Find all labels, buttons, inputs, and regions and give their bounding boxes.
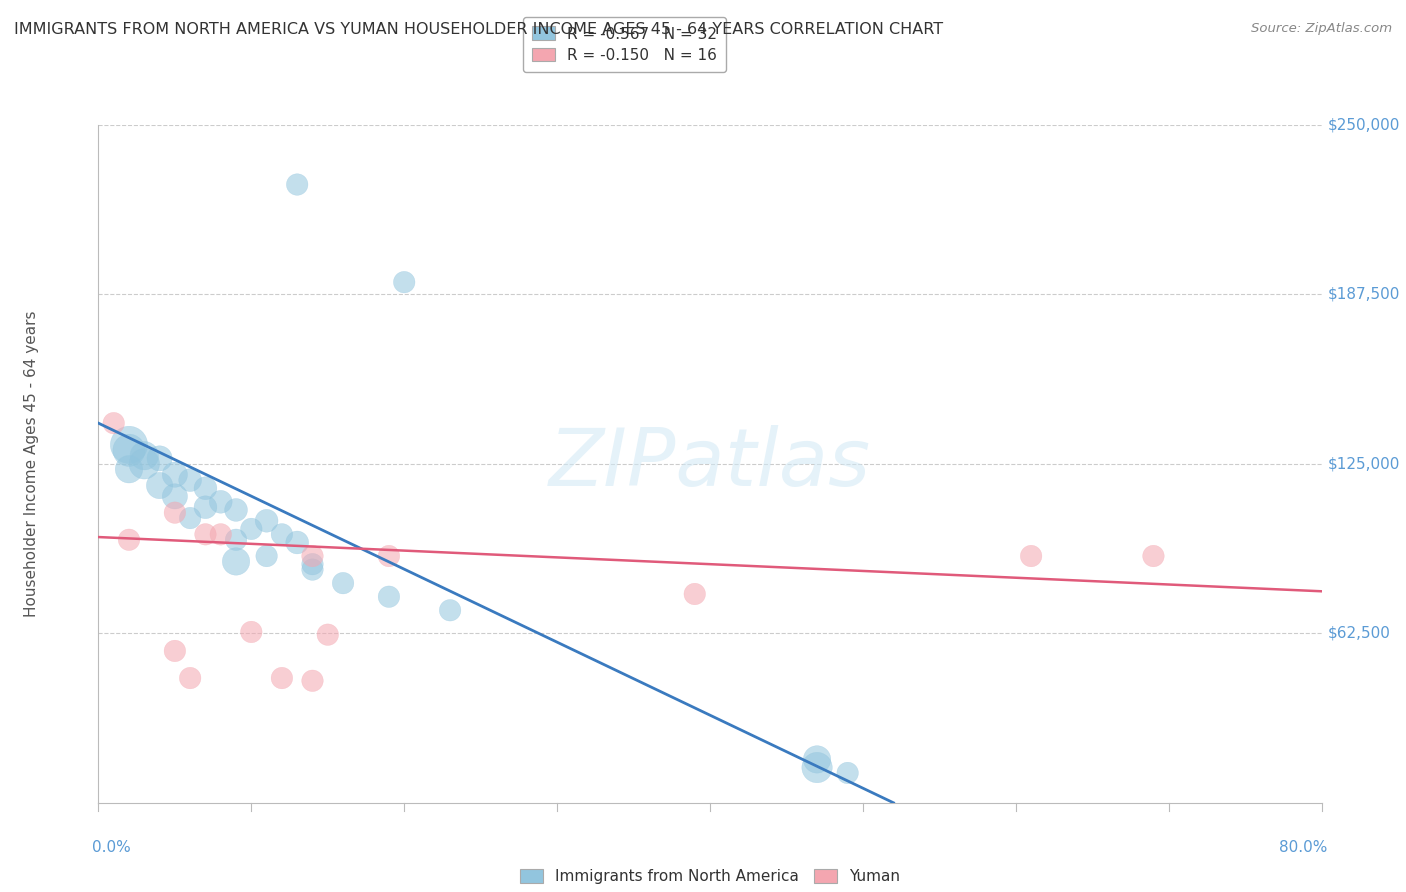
Legend: Immigrants from North America, Yuman: Immigrants from North America, Yuman [513, 863, 907, 890]
Point [256, 514, 278, 528]
Point [316, 628, 339, 642]
Text: $187,500: $187,500 [1327, 287, 1400, 301]
Text: 0.0%: 0.0% [93, 840, 131, 855]
Text: Source: ZipAtlas.com: Source: ZipAtlas.com [1251, 22, 1392, 36]
Point [683, 587, 706, 601]
Point [163, 489, 186, 503]
Point [103, 416, 125, 430]
Point [194, 527, 217, 541]
Text: Householder Income Ages 45 - 64 years: Householder Income Ages 45 - 64 years [24, 310, 38, 617]
Text: $250,000: $250,000 [1327, 118, 1400, 132]
Point [194, 500, 217, 515]
Point [194, 481, 217, 495]
Point [301, 563, 323, 577]
Point [163, 506, 186, 520]
Point [439, 603, 461, 617]
Point [163, 467, 186, 482]
Point [134, 449, 156, 463]
Point [163, 644, 186, 658]
Point [118, 443, 141, 458]
Text: ZIPatlas: ZIPatlas [548, 425, 872, 503]
Point [256, 549, 278, 563]
Text: 80.0%: 80.0% [1279, 840, 1327, 855]
Point [240, 624, 263, 639]
Point [179, 671, 201, 685]
Point [179, 473, 201, 487]
Text: $125,000: $125,000 [1327, 457, 1400, 471]
Point [149, 451, 172, 466]
Point [225, 533, 247, 547]
Point [240, 522, 263, 536]
Point [209, 527, 232, 541]
Point [1142, 549, 1164, 563]
Point [378, 590, 401, 604]
Point [806, 760, 828, 774]
Point [392, 275, 416, 289]
Point [270, 527, 294, 541]
Point [378, 549, 401, 563]
Point [134, 457, 156, 471]
Point [806, 752, 828, 766]
Point [270, 671, 294, 685]
Point [149, 478, 172, 492]
Point [179, 511, 201, 525]
Point [118, 533, 141, 547]
Point [301, 557, 323, 571]
Point [209, 495, 232, 509]
Text: IMMIGRANTS FROM NORTH AMERICA VS YUMAN HOUSEHOLDER INCOME AGES 45 - 64 YEARS COR: IMMIGRANTS FROM NORTH AMERICA VS YUMAN H… [14, 22, 943, 37]
Point [285, 178, 308, 192]
Point [225, 554, 247, 568]
Point [225, 503, 247, 517]
Text: $62,500: $62,500 [1327, 626, 1391, 640]
Point [1019, 549, 1042, 563]
Point [301, 673, 323, 688]
Point [285, 535, 308, 549]
Point [837, 766, 859, 780]
Point [332, 576, 354, 591]
Point [118, 462, 141, 476]
Point [301, 549, 323, 563]
Point [118, 438, 141, 452]
